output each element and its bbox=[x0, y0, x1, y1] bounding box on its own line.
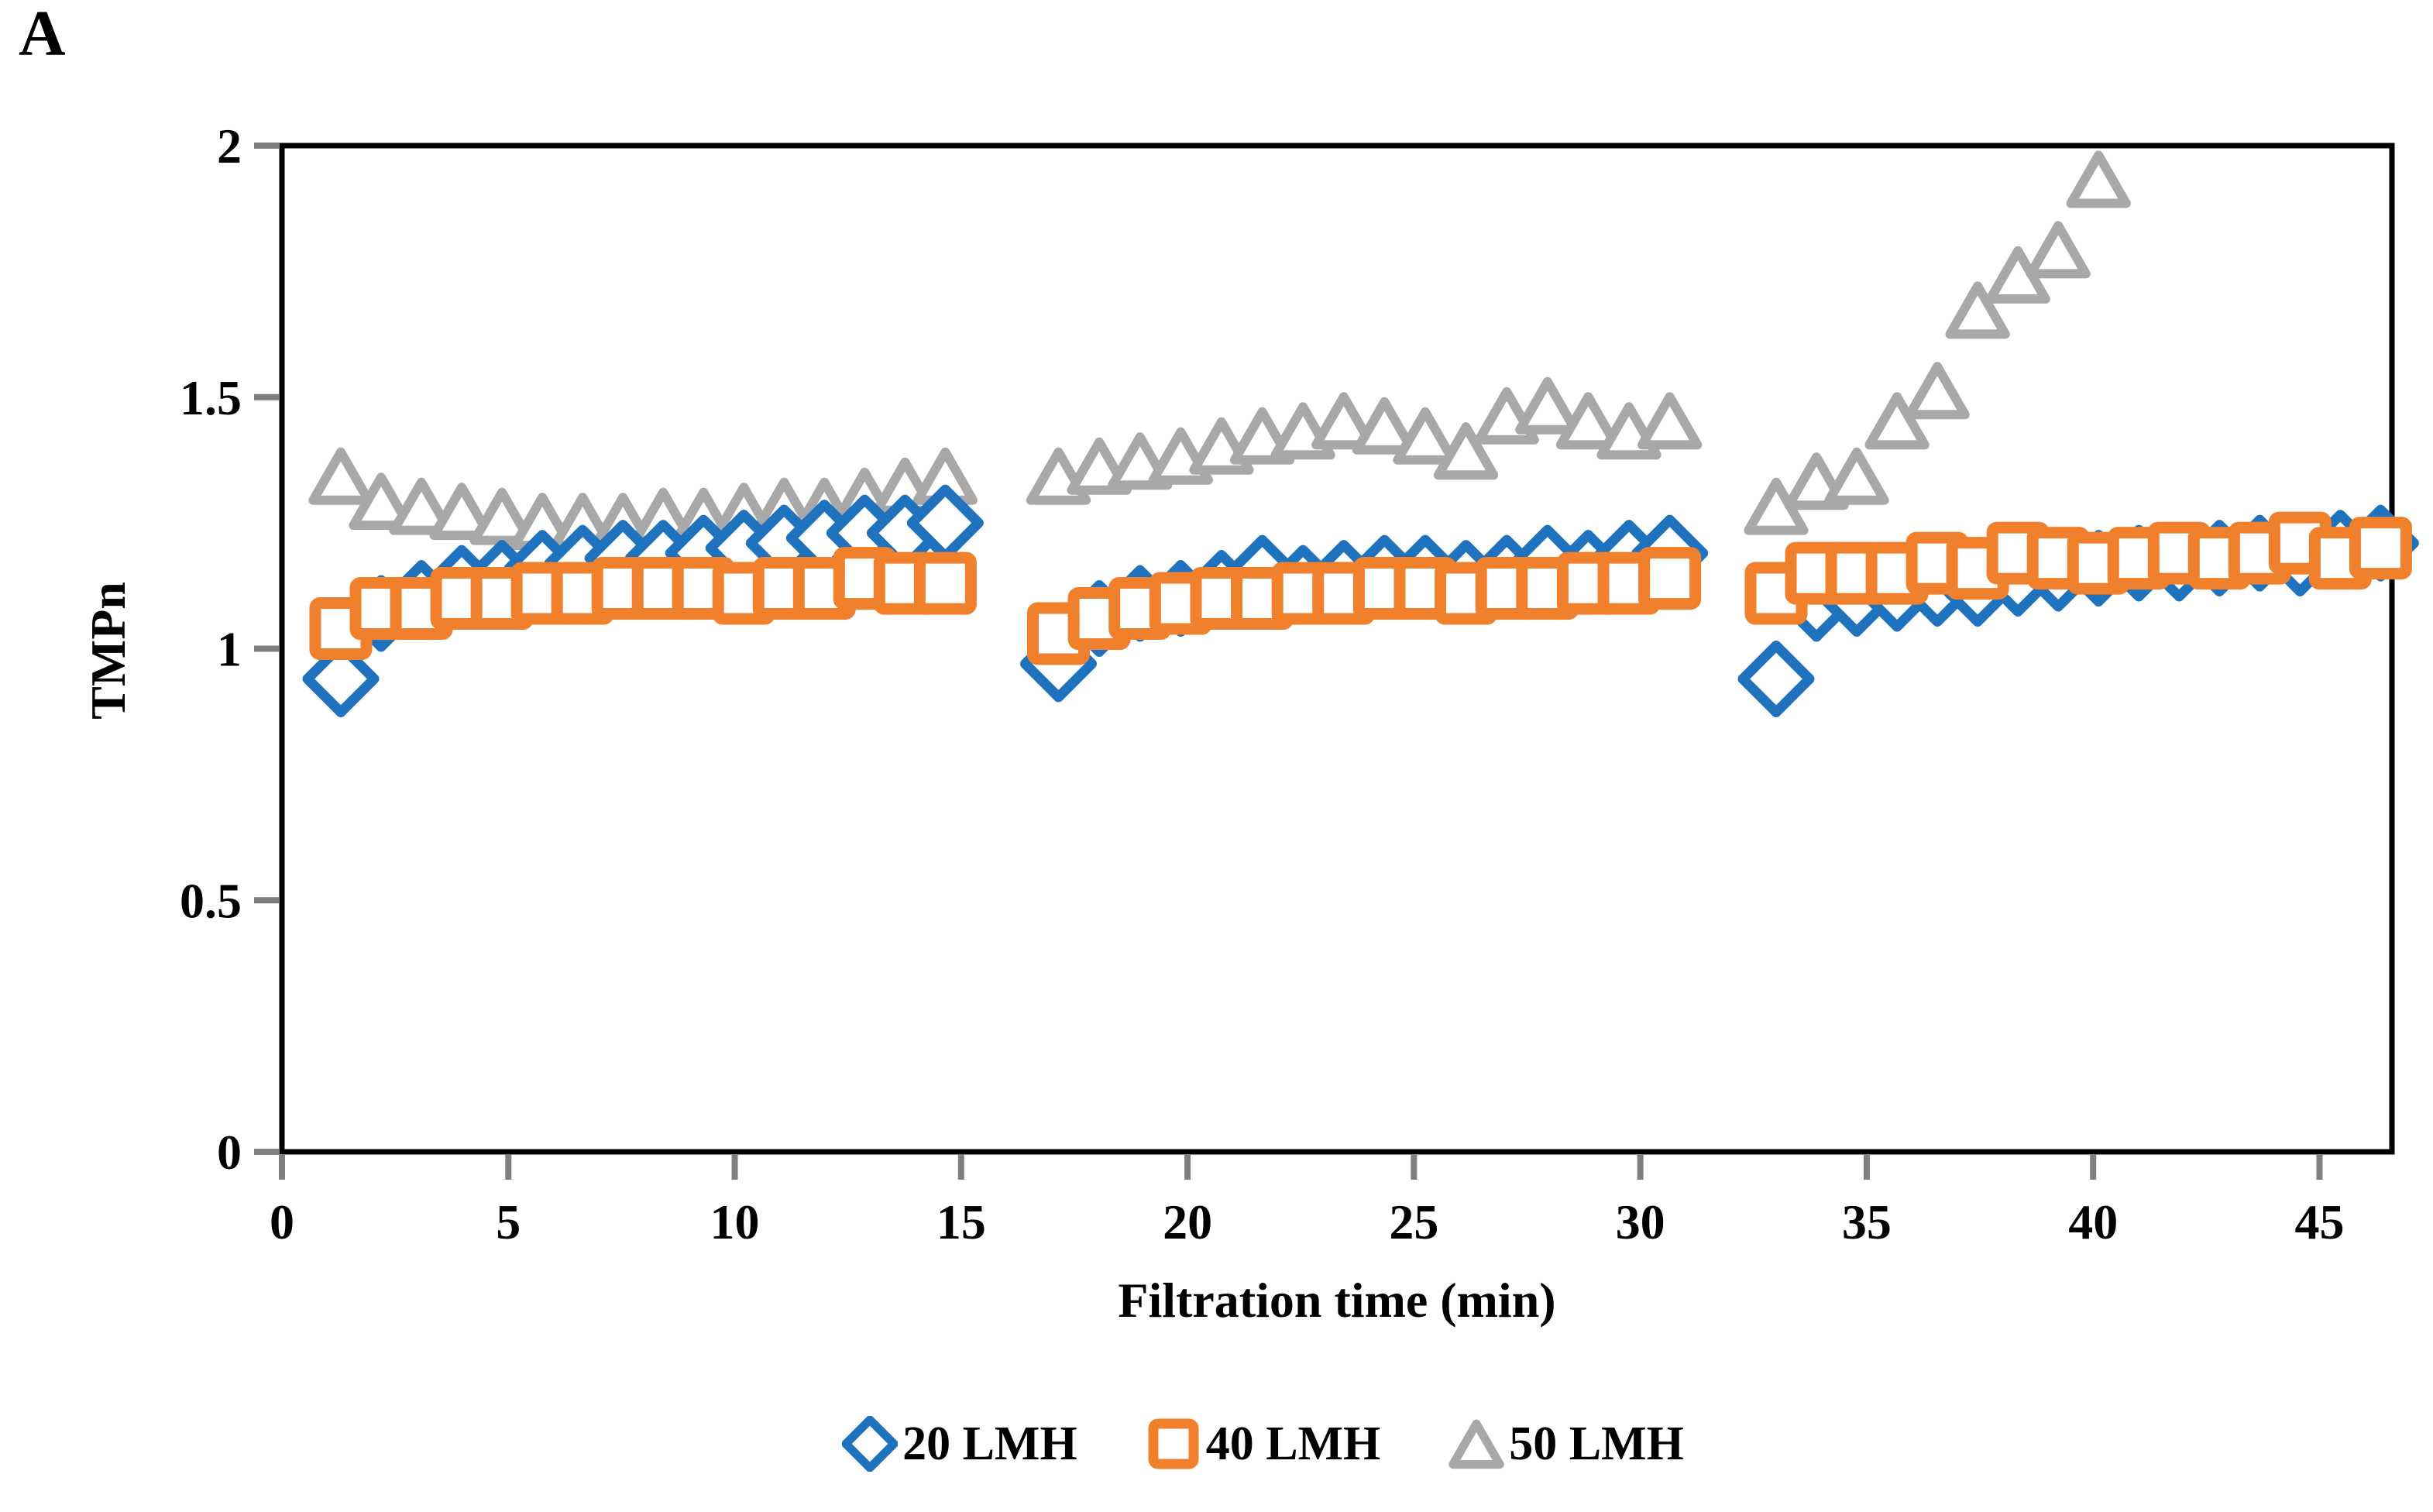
x-axis-ticks: 0 5 10 15 20 25 30 35 40 45 bbox=[270, 1154, 2344, 1249]
y-tick-label: 1 bbox=[217, 622, 242, 677]
legend-item-20lmh: 20 LMH bbox=[842, 1416, 1077, 1472]
legend-label: 20 LMH bbox=[902, 1417, 1077, 1470]
legend-item-40lmh: 40 LMH bbox=[1146, 1416, 1381, 1472]
x-tick-label: 20 bbox=[1163, 1194, 1212, 1249]
x-tick-label: 35 bbox=[1842, 1194, 1892, 1249]
square-icon bbox=[1148, 1418, 1199, 1469]
chart-legend: 20 LMH 40 LMH 50 LMH bbox=[46, 1416, 2433, 1472]
y-tick-label: 0.5 bbox=[180, 873, 242, 928]
y-axis-ticks: 2 1.5 1 0.5 0 bbox=[180, 119, 280, 1180]
y-tick-label: 2 bbox=[217, 119, 242, 174]
y-tick-label: 1.5 bbox=[180, 370, 242, 425]
x-tick-label: 45 bbox=[2294, 1194, 2344, 1249]
panel-label: A bbox=[19, 0, 66, 70]
series-50lmh bbox=[308, 150, 2131, 551]
x-axis-title: Filtration time (min) bbox=[1118, 1273, 1556, 1328]
legend-item-50lmh: 50 LMH bbox=[1448, 1416, 1684, 1472]
x-tick-label: 40 bbox=[2068, 1194, 2118, 1249]
x-tick-label: 5 bbox=[496, 1194, 521, 1249]
x-tick-label: 30 bbox=[1616, 1194, 1665, 1249]
legend-label: 50 LMH bbox=[1509, 1417, 1684, 1470]
x-tick-label: 15 bbox=[936, 1194, 986, 1249]
x-tick-label: 10 bbox=[710, 1194, 760, 1249]
legend-label: 40 LMH bbox=[1205, 1417, 1381, 1470]
plot-area-border bbox=[279, 143, 2395, 1155]
x-tick-label: 0 bbox=[270, 1194, 294, 1249]
diamond-icon bbox=[842, 1416, 899, 1472]
y-tick-label: 0 bbox=[217, 1125, 242, 1180]
y-axis-title: TMPn bbox=[81, 582, 136, 720]
x-tick-label: 25 bbox=[1389, 1194, 1438, 1249]
triangle-icon bbox=[1448, 1419, 1505, 1469]
series-40lmh bbox=[309, 511, 2412, 665]
